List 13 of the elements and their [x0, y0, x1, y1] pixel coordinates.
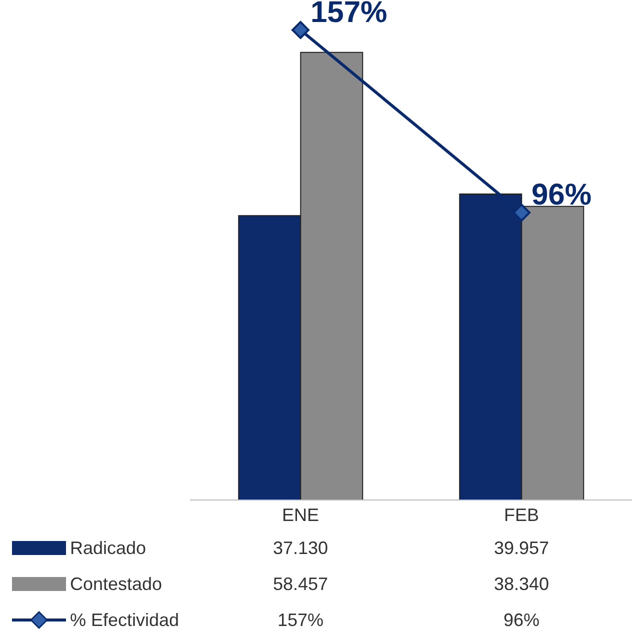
x-tick-label: FEB: [504, 504, 540, 525]
data-label: 39.957: [492, 538, 550, 558]
legend-label: Radicado: [70, 538, 146, 558]
legend-label: % Efectividad: [70, 610, 180, 630]
legend-label: Contestado: [70, 574, 162, 594]
data-label: 96%: [502, 610, 541, 630]
text: 96%: [532, 178, 592, 212]
text: 157%: [310, 0, 388, 29]
data-label: 58.457: [272, 574, 330, 594]
data-label: 38.340: [492, 574, 550, 594]
x-tick-label: ENE: [282, 504, 320, 525]
data-label: 37.130: [272, 538, 330, 558]
data-label: 157%: [276, 610, 325, 630]
